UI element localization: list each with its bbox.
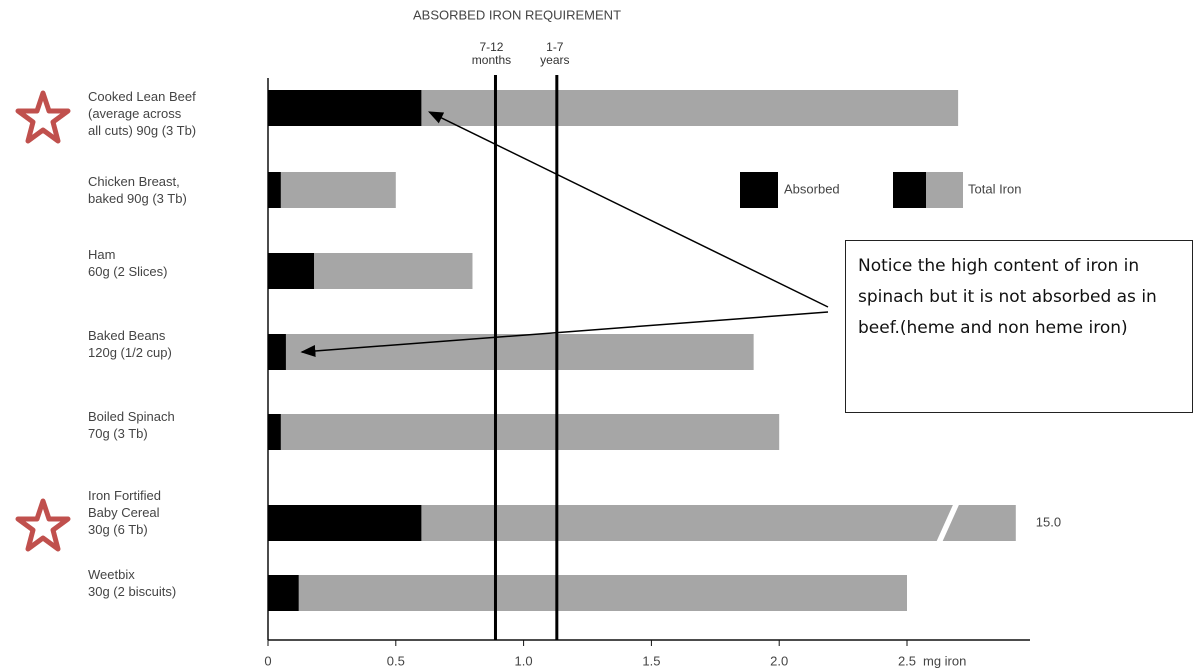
category-label: Baked Beans 120g (1/2 cup) <box>88 328 172 360</box>
annotation: Notice the high content of iron in spina… <box>845 240 1193 413</box>
x-tick-label: 2.5 <box>898 653 916 668</box>
category-label: Chicken Breast, baked 90g (3 Tb) <box>88 174 187 206</box>
bar-absorbed <box>268 90 422 126</box>
bar-absorbed <box>268 414 281 450</box>
bar-total <box>268 172 396 208</box>
bar-absorbed <box>268 505 422 541</box>
arrow <box>300 311 829 357</box>
x-tick-label: 1.5 <box>642 653 660 668</box>
reference-label: 7-12 months <box>471 40 512 67</box>
legend-swatch <box>740 172 778 208</box>
arrow <box>428 111 829 308</box>
x-tick-label: 2.0 <box>770 653 788 668</box>
star <box>15 90 71 144</box>
category-label: Ham 60g (2 Slices) <box>88 247 168 279</box>
category-label: Iron Fortified Baby Cereal 30g (6 Tb) <box>88 488 161 537</box>
bar-total <box>268 575 907 611</box>
x-tick-label: 1.0 <box>515 653 533 668</box>
category-label: Cooked Lean Beef (average across all cut… <box>88 89 197 138</box>
x-tick-label: 0 <box>264 653 271 668</box>
bar-total <box>268 334 754 370</box>
star <box>15 498 71 552</box>
x-tick-label: 0.5 <box>387 653 405 668</box>
x-axis-label: mg iron <box>923 653 966 668</box>
legend-label: Total Iron <box>968 181 1021 196</box>
bar-total <box>268 414 780 450</box>
legend-swatch <box>893 172 926 208</box>
category-label: Boiled Spinach 70g (3 Tb) <box>88 409 175 441</box>
category-label: Weetbix 30g (2 biscuits) <box>88 567 177 599</box>
axis-break <box>935 503 960 543</box>
bar-absorbed <box>268 575 299 611</box>
bar-absorbed <box>268 253 315 289</box>
value-label: 15.0 <box>1036 514 1061 529</box>
legend-label: Absorbed <box>784 181 840 196</box>
bar-absorbed <box>268 334 286 370</box>
reference-title: ABSORBED IRON REQUIREMENT <box>413 7 621 22</box>
bar-absorbed <box>268 172 281 208</box>
reference-label: 1-7 years <box>540 40 570 67</box>
